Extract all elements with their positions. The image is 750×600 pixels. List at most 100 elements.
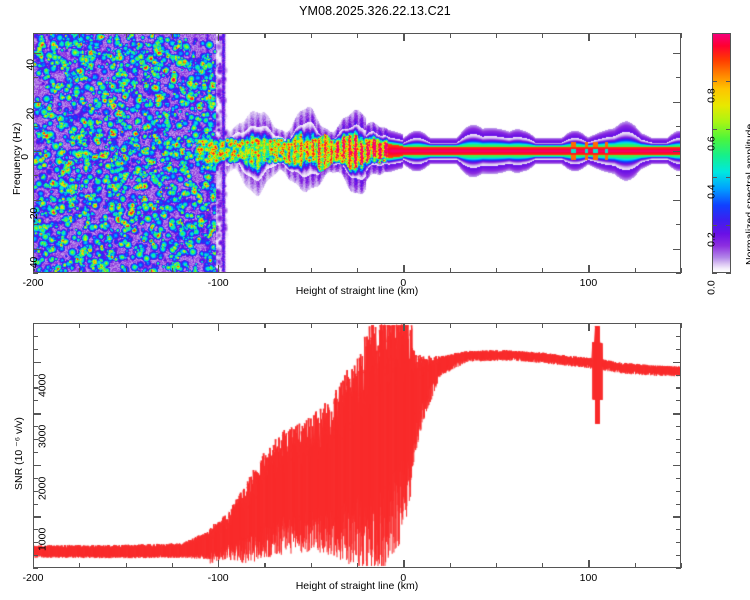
spectrogram-ytick [33,52,41,54]
snr-ytick-minor [33,348,38,350]
colorbar-tick [712,81,717,83]
snr-xtick-minor [171,563,173,568]
snr-xticklabel: 100 [579,572,598,584]
snr-ytick-minor [33,568,38,570]
snr-yticklabel: 4000 [36,373,49,397]
spectrogram-ytick-minor-right [676,224,681,226]
spectrogram-image [34,34,680,272]
spectrogram-ytick-right [673,248,681,250]
colorbar-gradient [712,33,731,273]
snr-ytick-minor [33,451,38,454]
spectrogram-xtick-minor-top [357,33,359,38]
snr-ytick-minor-right [676,503,681,505]
spectrogram-xtick-top [218,33,220,41]
snr-xtick [33,560,35,568]
snr-ytick-minor-right [676,400,681,402]
snr-xtick [218,560,220,568]
snr-ytick-minor-right [676,477,681,479]
spectrogram-xtick-minor-top [125,33,127,38]
spectrogram-xticklabel: -100 [207,277,229,289]
snr-xtick-minor [357,563,359,568]
spectrogram-ytick-minor [33,77,38,79]
snr-xtick-minor [310,563,312,568]
snr-ytick-minor [33,374,38,376]
colorbar-tick-right [726,129,731,131]
spectrogram-xaxis-label: Height of straight line (km) [295,285,419,297]
snr-xticklabel: 0 [400,572,407,584]
spectrogram-xtick-minor-top [310,33,312,38]
spectrogram-yaxis-label: Frequency (Hz) [11,122,23,195]
spectrogram-xtick [588,265,590,273]
spectrogram-ytick [33,248,41,250]
snr-xtick-top [218,323,220,331]
snr-xtick-minor [542,563,544,568]
snr-ytick-right [673,413,681,415]
snr-ytick-minor [33,323,38,325]
spectrogram-ytick-minor-right [676,175,681,177]
snr-xtick-minor-top [125,323,127,328]
snr-ytick-minor [33,426,38,428]
spectrogram-xticklabel: 100 [579,277,598,289]
snr-ytick-minor [33,542,38,544]
spectrogram-xtick-minor [634,268,636,273]
snr-plot-area [34,324,680,567]
snr-xtick-minor-top [264,323,266,328]
snr-ytick-minor-right [676,323,681,325]
spectrogram-ytick-minor-right [676,273,681,275]
snr-ytick-minor-right [676,451,681,454]
snr-ytick-right [673,464,681,467]
snr-xtick-minor-top [79,323,81,328]
spectrogram-xtick-minor-top [495,33,497,38]
snr-xtick-minor [634,563,636,568]
snr-xtick-minor-top [171,323,173,328]
snr-xtick-minor-top [634,323,636,328]
spectrogram-ytick-right [673,150,681,152]
spectrogram-xtick [33,265,35,273]
colorbar-ticklabel: 0.8 [705,88,718,103]
colorbar-ticklabel: 0.2 [705,232,718,247]
spectrogram-xtick-minor [542,268,544,273]
spectrogram-ytick [33,199,41,201]
spectrogram-xticklabel: -200 [22,277,44,289]
snr-ytick-minor-right [676,555,681,557]
colorbar-tick [712,273,717,275]
colorbar-ticklabel: 0.6 [705,136,718,151]
snr-ytick-minor-right [676,374,681,376]
spectrogram-ytick [33,150,41,152]
snr-xtick-minor-top [495,323,497,328]
snr-panel [33,323,681,568]
colorbar-label: Normalized spectral amplitude [744,123,750,265]
snr-yticklabel: 1000 [36,528,49,552]
colorbar-tick-right [726,177,731,179]
snr-xtick-minor [125,563,127,568]
spectrogram-xtick-minor [171,268,173,273]
snr-ytick-minor-right [676,568,681,570]
spectrogram-xtick-top [588,33,590,41]
spectrogram-xtick-minor-top [542,33,544,38]
spectrogram-yticklabel: 20 [24,107,37,120]
colorbar-ticklabel: 0.0 [705,280,718,295]
snr-ytick-minor [33,439,38,441]
snr-ytick-minor-right [676,387,681,389]
spectrogram-xtick-minor-top [449,33,451,38]
snr-xaxis-label: Height of straight line (km) [295,580,419,592]
spectrogram-ytick-minor [33,175,38,177]
colorbar-tick-right [726,81,731,83]
snr-xtick-minor-top [542,323,544,328]
snr-yaxis-label: SNR (10 ⁻⁶ v/v) [13,417,25,490]
spectrogram-ytick-right [673,199,681,201]
spectrogram-xtick-minor [449,268,451,273]
spectrogram-panel [33,33,681,273]
snr-xtick [403,560,405,568]
snr-ytick-minor [33,529,38,531]
colorbar [712,33,731,273]
snr-ytick-minor-right [676,348,681,350]
spectrogram-ytick-right [673,101,681,103]
spectrogram-yticklabel: -20 [28,207,41,223]
spectrogram-xticklabel: 0 [400,277,407,289]
colorbar-tick-right [726,273,731,275]
snr-xtick-minor [681,563,683,568]
colorbar-tick [712,177,717,179]
spectrogram-xtick [403,265,405,273]
snr-xtick-minor-top [310,323,312,328]
